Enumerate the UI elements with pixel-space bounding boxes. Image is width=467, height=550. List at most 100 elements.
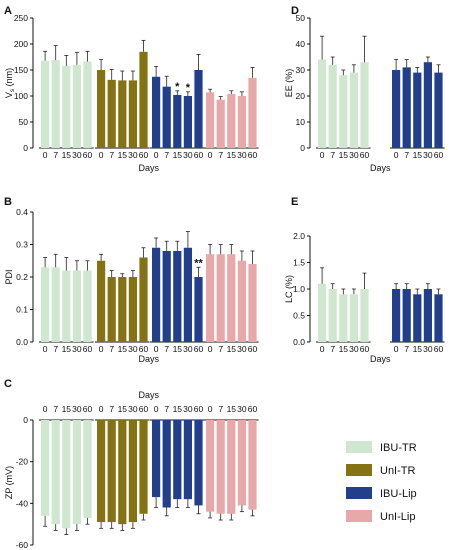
x-tick-label: 15 [227, 150, 237, 160]
x-tick-label: 60 [360, 150, 370, 160]
y-tick-label: 10 [296, 117, 306, 127]
x-tick-label: 7 [109, 150, 114, 160]
x-tick-label: 7 [53, 344, 58, 354]
x-tick-label: 7 [53, 404, 58, 414]
bar [194, 70, 203, 148]
x-tick-label: 7 [164, 344, 169, 354]
significance-mark: * [175, 81, 180, 93]
panel-letter: E [291, 196, 298, 208]
x-tick-label: 60 [139, 344, 149, 354]
bar [128, 80, 137, 148]
bar [339, 294, 348, 342]
y-tick-label: 100 [14, 91, 28, 101]
bar [107, 79, 116, 148]
x-tick-label: 0 [394, 150, 399, 160]
x-axis-title: Days [370, 354, 391, 364]
bar [227, 254, 236, 342]
legend-label: IBU-TR [380, 442, 417, 454]
x-tick-label: 15 [118, 344, 128, 354]
bar [152, 76, 161, 148]
x-tick-label: 15 [339, 150, 349, 160]
y-axis-title: Vs (nm) [4, 68, 16, 98]
x-tick-label: 0 [43, 150, 48, 160]
y-tick-label: 250 [14, 13, 28, 23]
bar [128, 420, 137, 523]
bar [97, 70, 106, 148]
bar [216, 254, 225, 342]
bar [328, 64, 337, 148]
x-tick-label: 15 [173, 150, 183, 160]
x-tick-label: 60 [248, 404, 258, 414]
x-tick-label: 30 [423, 150, 433, 160]
bar [248, 420, 257, 510]
x-tick-label: 7 [218, 404, 223, 414]
bar [360, 62, 369, 149]
y-tick-label: 0 [23, 415, 28, 425]
x-tick-label: 15 [227, 404, 237, 414]
x-tick-label: 15 [62, 150, 72, 160]
y-tick-label: 150 [14, 65, 28, 75]
panel-e: E0.00.51.01.52.0LC (%)0 7 15 30 60 0 7 15 30 60Da… [284, 196, 445, 364]
bar [227, 93, 236, 148]
x-tick-label: 60 [139, 404, 149, 414]
x-tick-label: 0 [99, 150, 104, 160]
bar [83, 270, 92, 342]
bar [206, 420, 215, 512]
legend-label: IBU-Lip [380, 488, 417, 500]
x-tick-label: 30 [237, 150, 247, 160]
y-tick-label: 0 [300, 143, 305, 153]
bar [402, 289, 411, 342]
bar [206, 92, 215, 148]
x-axis-title: Days [139, 390, 160, 400]
x-axis-title: Days [139, 163, 160, 173]
bar [392, 70, 401, 148]
x-tick-label: 7 [404, 344, 409, 354]
bar [194, 277, 203, 342]
bar [162, 251, 171, 342]
y-tick-label: -20 [16, 457, 29, 467]
bar [392, 289, 401, 342]
x-tick-label: 0 [208, 150, 213, 160]
x-tick-label: 30 [128, 344, 138, 354]
bar [318, 283, 327, 342]
bar [128, 277, 137, 342]
x-tick-label: 60 [194, 344, 204, 354]
x-tick-label: 60 [83, 150, 93, 160]
panel-letter: D [291, 5, 299, 17]
x-tick-label: 0 [43, 404, 48, 414]
bar [227, 420, 236, 514]
x-tick-label: 7 [218, 150, 223, 160]
x-tick-label: 0 [320, 150, 325, 160]
bar [139, 51, 148, 148]
y-tick-label: 0.0 [293, 337, 305, 347]
bar [51, 60, 60, 149]
y-axis-title: LC (%) [284, 275, 294, 303]
x-tick-label: 30 [72, 344, 82, 354]
x-tick-label: 15 [227, 344, 237, 354]
bar [139, 257, 148, 342]
x-tick-label: 15 [413, 150, 423, 160]
bar [328, 289, 337, 342]
bar [41, 60, 50, 148]
x-axis-title: Days [370, 163, 391, 173]
x-tick-label: 15 [62, 404, 72, 414]
legend-swatch [346, 487, 372, 499]
x-tick-label: 30 [72, 404, 82, 414]
y-axis-title: ZP (mV) [4, 466, 14, 499]
x-tick-label: 15 [173, 344, 183, 354]
bar [51, 420, 60, 525]
x-tick-label: 7 [404, 150, 409, 160]
x-tick-label: 30 [349, 344, 359, 354]
x-tick-label: 0 [394, 344, 399, 354]
bar [118, 277, 127, 342]
panel-letter: A [4, 5, 12, 17]
bar [41, 267, 50, 342]
legend-swatch [346, 510, 372, 522]
bar [183, 420, 192, 500]
y-tick-label: 50 [296, 13, 306, 23]
bar [72, 420, 81, 525]
x-tick-label: 0 [320, 344, 325, 354]
bar [152, 247, 161, 342]
bar [248, 77, 257, 148]
